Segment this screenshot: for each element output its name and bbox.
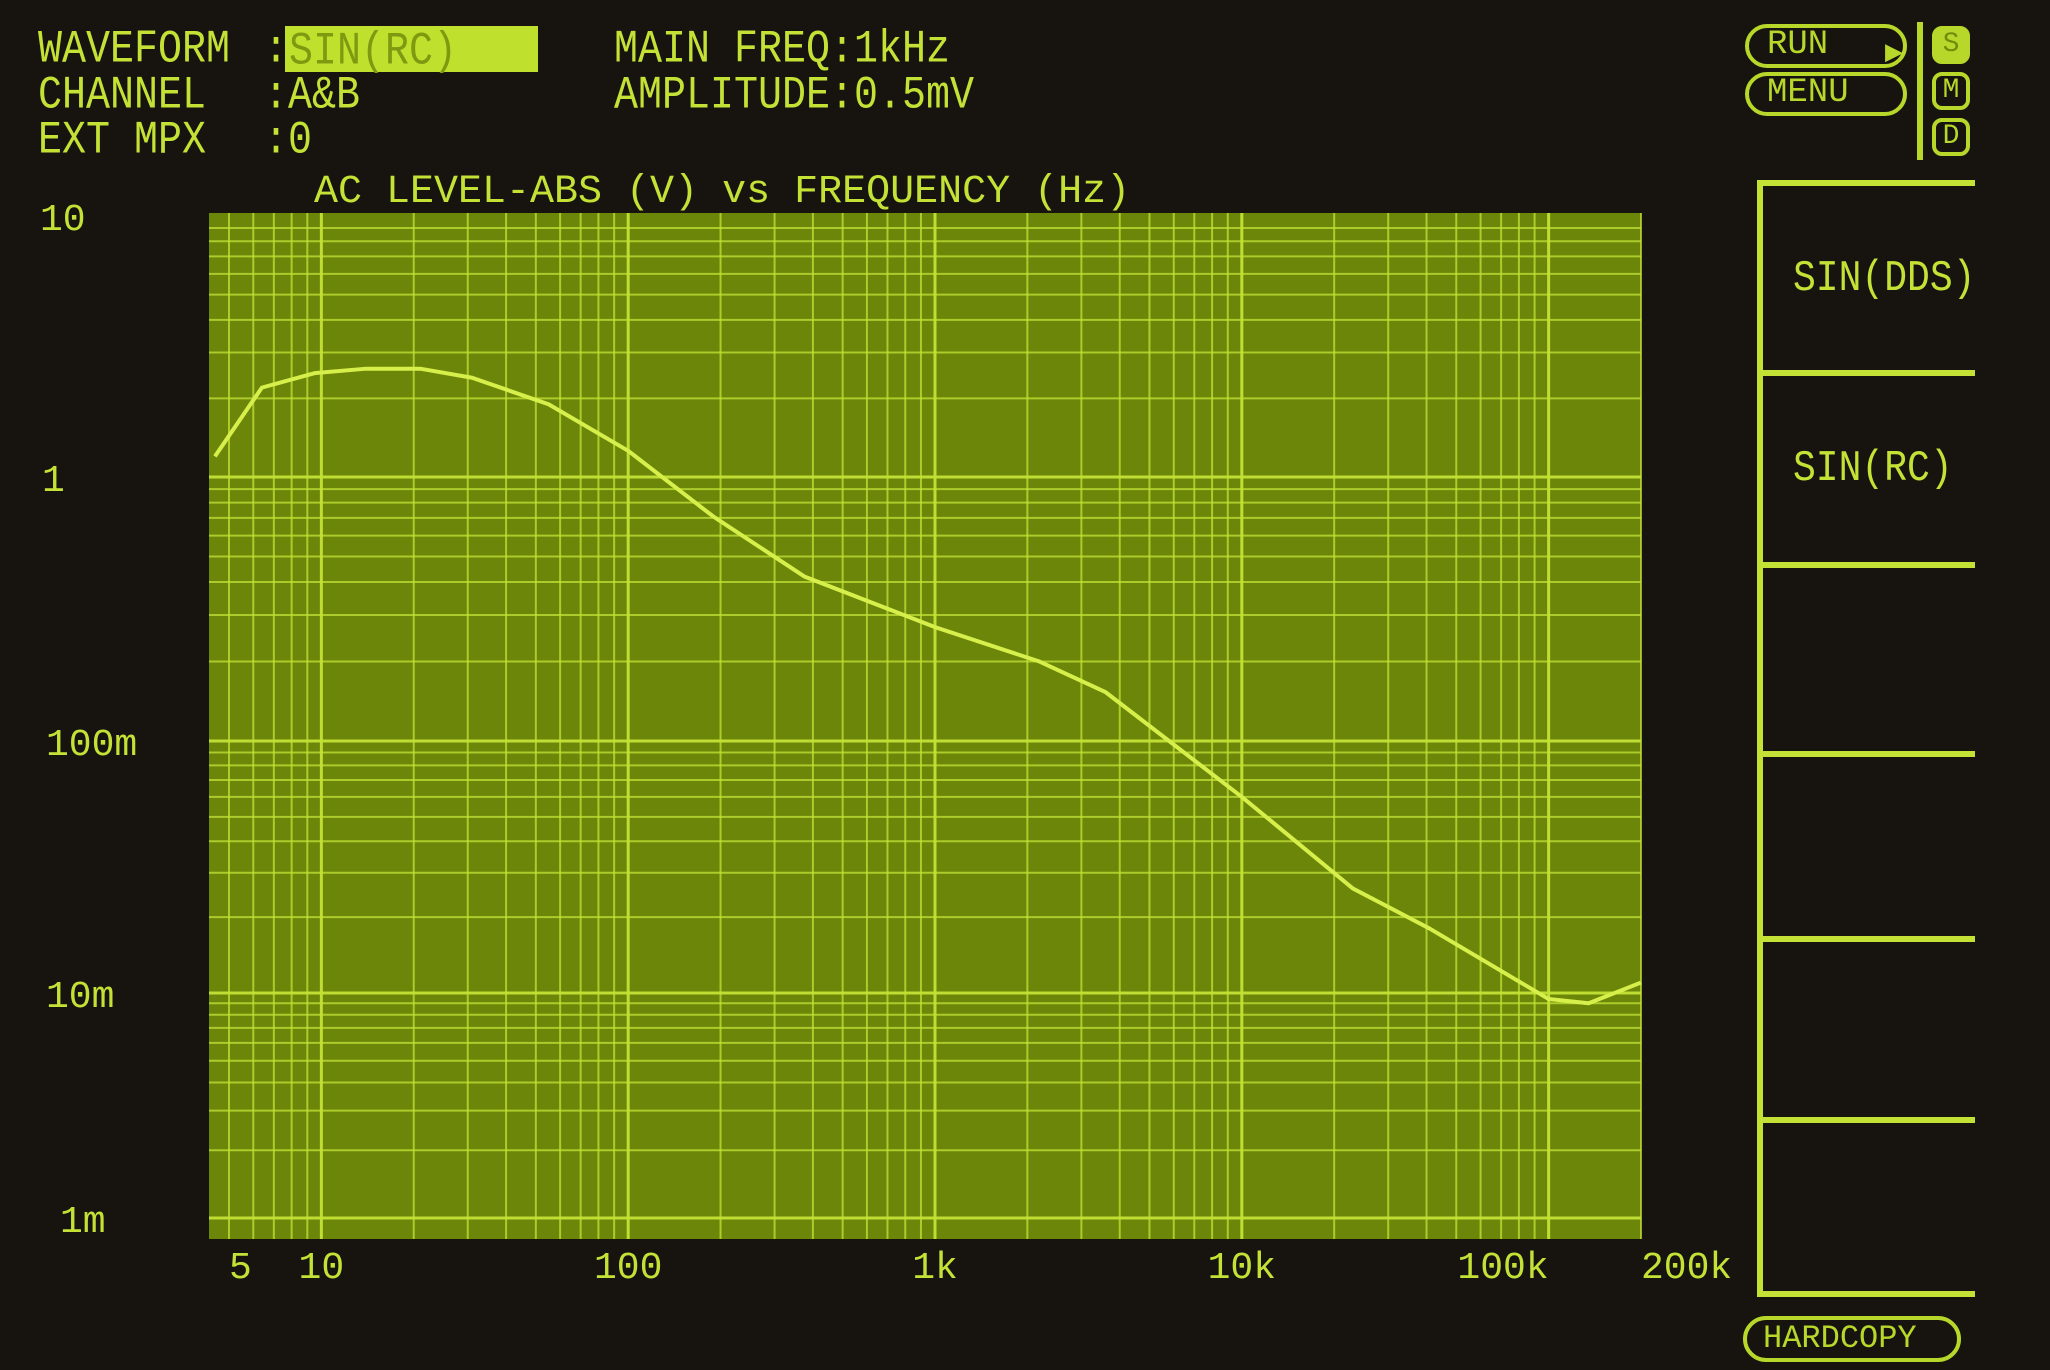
y-tick-label: 100m [46, 724, 137, 767]
y-tick-label: 10 [40, 199, 86, 242]
x-tick-label: 200k [1641, 1247, 1732, 1290]
waveform-label: WAVEFORM [38, 24, 231, 77]
amplitude: AMPLITUDE:0.5mV [614, 70, 975, 123]
softkey-frame [1757, 183, 1763, 1297]
x-tick-label: 100 [594, 1247, 662, 1290]
softkey-divider [1757, 936, 1975, 942]
x-tick-labels: 5 10 100 1k 10k 100k 200k [229, 1247, 1732, 1290]
waveform-value-field[interactable]: SIN(RC) [285, 26, 538, 75]
trace-group [213, 366, 1642, 1006]
y-tick-label: 10m [46, 976, 114, 1019]
divider [1917, 22, 1923, 160]
softkey-divider [1757, 180, 1975, 186]
run-label: RUN [1767, 26, 1829, 64]
ext-mpx-label: EXT MPX [38, 115, 207, 168]
mode-s-label: S [1942, 29, 1960, 60]
mode-d-button[interactable]: D [1932, 118, 1970, 156]
softkey-label: SIN(RC) [1793, 444, 1953, 494]
softkey-4[interactable] [1763, 757, 1975, 937]
plot-area [209, 213, 1641, 1239]
softkey-divider [1757, 562, 1975, 568]
x-tick-label: 5 [229, 1247, 252, 1290]
menu-button[interactable]: MENU [1745, 72, 1907, 116]
mode-s-button[interactable]: S [1932, 26, 1970, 64]
menu-label: MENU [1767, 74, 1849, 112]
mode-m-button[interactable]: M [1932, 72, 1970, 110]
softkey-divider [1757, 1291, 1975, 1297]
arrow-right-icon: ▶ [1885, 37, 1904, 71]
hardcopy-label: HARDCOPY [1763, 1320, 1917, 1357]
mode-d-label: D [1942, 121, 1960, 152]
waveform-value: SIN(RC) [289, 26, 458, 79]
response-trace [213, 366, 1642, 1006]
softkey-5[interactable] [1763, 942, 1975, 1122]
y-tick-labels: 10 1 100m 10m 1m [40, 199, 137, 1244]
softkey-divider [1757, 1117, 1975, 1123]
y-tick-label: 1 [42, 460, 65, 503]
softkey-6[interactable] [1763, 1123, 1975, 1291]
x-tick-label: 1k [912, 1247, 958, 1290]
main-frequency: MAIN FREQ:1kHz [614, 24, 951, 77]
x-tick-label: 100k [1457, 1247, 1548, 1290]
x-tick-label: 10 [299, 1247, 345, 1290]
softkey-sin-dds[interactable]: SIN(DDS) [1763, 186, 1975, 366]
ext-mpx-value: :0 [264, 115, 313, 168]
softkey-label: SIN(DDS) [1793, 254, 1976, 304]
y-tick-label: 1m [60, 1201, 106, 1244]
softkey-divider [1757, 370, 1975, 376]
softkey-divider [1757, 751, 1975, 757]
run-button[interactable]: RUN [1745, 24, 1907, 68]
softkey-sin-rc[interactable]: SIN(RC) [1763, 376, 1975, 556]
x-tick-label: 10k [1208, 1247, 1276, 1290]
channel-label: CHANNEL [38, 70, 207, 123]
chart-title: AC LEVEL-ABS (V) vs FREQUENCY (Hz) [314, 170, 1130, 215]
mode-m-label: M [1942, 75, 1960, 106]
softkey-3[interactable] [1763, 568, 1975, 748]
waveform-colon: : [264, 24, 289, 77]
hardcopy-button[interactable]: HARDCOPY [1743, 1316, 1961, 1362]
channel-value: :A&B [264, 70, 361, 123]
